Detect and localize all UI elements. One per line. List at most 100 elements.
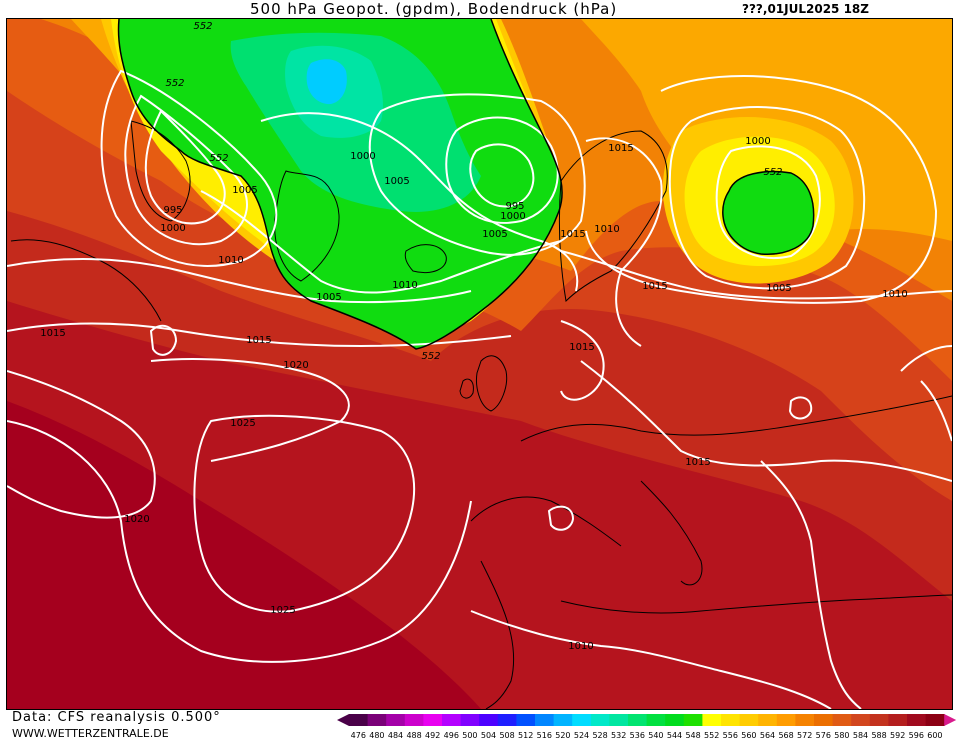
isobar-label: 1010 <box>392 280 417 291</box>
legend-swatch <box>795 714 815 726</box>
legend-swatch <box>665 714 685 726</box>
geopot-label: 552 <box>421 351 440 362</box>
legend-swatch <box>386 714 406 726</box>
map-title: 500 hPa Geopot. (gpdm), Bodendruck (hPa) <box>250 0 618 18</box>
website-link[interactable]: WWW.WETTERZENTRALE.DE <box>12 727 169 740</box>
legend-value: 600 <box>927 731 942 740</box>
isobar-label: 995 <box>505 201 524 212</box>
isobar-label: 1020 <box>124 514 149 525</box>
legend-swatch <box>423 714 443 726</box>
geopot-low-cyan <box>306 59 347 105</box>
legend-value: 592 <box>890 731 905 740</box>
isobar-label: 1005 <box>482 229 507 240</box>
isobar-label: 1015 <box>685 457 710 468</box>
legend-swatch <box>628 714 648 726</box>
color-legend: 476 480 484 488 492 496 500 504 508 512 516 520 524 5… <box>337 714 957 740</box>
geopot-label: 552 <box>763 167 782 178</box>
legend-swatch <box>535 714 555 726</box>
run-timestamp: ???,01JUL2025 18Z <box>742 2 869 16</box>
legend-swatch <box>367 714 387 726</box>
legend-swatch <box>702 714 722 726</box>
legend-value: 476 <box>351 731 366 740</box>
legend-value: 568 <box>778 731 793 740</box>
legend-value: 596 <box>909 731 924 740</box>
isobar-label: 1005 <box>232 185 257 196</box>
legend-swatch <box>776 714 796 726</box>
legend-value: 564 <box>760 731 775 740</box>
legend-swatch <box>721 714 741 726</box>
legend-swatch <box>349 714 369 726</box>
legend-value: 520 <box>555 731 570 740</box>
geopot-labels: 552 552 552 552 552 <box>165 21 782 362</box>
legend-swatch <box>739 714 759 726</box>
legend-value: 548 <box>685 731 700 740</box>
legend-swatch <box>851 714 871 726</box>
isobar-label: 1025 <box>230 418 255 429</box>
isobars <box>7 69 952 709</box>
coastlines <box>10 120 952 709</box>
legend-swatch <box>516 714 536 726</box>
legend-value: 516 <box>537 731 552 740</box>
data-source: Data: CFS reanalysis 0.500° <box>12 710 221 725</box>
legend-value: 528 <box>592 731 607 740</box>
legend-value: 492 <box>425 731 440 740</box>
legend-swatch <box>814 714 834 726</box>
geopot-contours <box>117 19 815 350</box>
geopot-label: 552 <box>193 21 212 32</box>
legend-swatch <box>869 714 889 726</box>
legend-value: 576 <box>816 731 831 740</box>
legend-swatch <box>479 714 499 726</box>
isobar-label: 1015 <box>569 342 594 353</box>
isobar-label: 1000 <box>745 136 770 147</box>
legend-value: 488 <box>406 731 421 740</box>
isobar-label: 1000 <box>160 223 185 234</box>
pressure-labels: 1000 1005 995 1000 1005 1010 1015 1015 1… <box>40 136 907 652</box>
legend-arrow-left <box>337 714 349 726</box>
legend-swatch <box>590 714 610 726</box>
legend-swatch <box>758 714 778 726</box>
legend-swatch <box>925 714 945 726</box>
legend-value: 588 <box>871 731 886 740</box>
isobar-label: 1015 <box>560 229 585 240</box>
legend-arrow-right <box>944 714 957 726</box>
legend-swatch <box>907 714 927 726</box>
isobar-label: 1010 <box>594 224 619 235</box>
legend-swatch <box>553 714 573 726</box>
isobar-label: 1015 <box>246 335 271 346</box>
isobar-label: 1005 <box>384 176 409 187</box>
legend-value: 512 <box>518 731 533 740</box>
legend-swatch <box>609 714 629 726</box>
legend-value: 580 <box>834 731 849 740</box>
legend-value: 584 <box>853 731 868 740</box>
geopot-label: 552 <box>165 78 184 89</box>
legend-swatch <box>497 714 517 726</box>
legend-swatch <box>404 714 424 726</box>
isobar-label: 1000 <box>500 211 525 222</box>
legend-value: 532 <box>611 731 626 740</box>
legend-value: 500 <box>462 731 477 740</box>
legend-value: 560 <box>741 731 756 740</box>
isobar-label: 1010 <box>568 641 593 652</box>
legend-value: 572 <box>797 731 812 740</box>
isobar-label: 1010 <box>882 289 907 300</box>
legend-value: 480 <box>369 731 384 740</box>
isobar-label: 1015 <box>642 281 667 292</box>
legend-value: 496 <box>444 731 459 740</box>
legend-value: 556 <box>723 731 738 740</box>
legend-value: 508 <box>499 731 514 740</box>
isobar-label: 1005 <box>766 283 791 294</box>
legend-swatch <box>683 714 703 726</box>
isobar-label: 1000 <box>350 151 375 162</box>
legend-swatch <box>646 714 666 726</box>
isobar-label: 995 <box>163 205 182 216</box>
legend-swatch <box>832 714 852 726</box>
legend-value: 504 <box>481 731 496 740</box>
isobar-label: 1005 <box>316 292 341 303</box>
legend-swatch <box>572 714 592 726</box>
geopot-552-low-russia <box>722 171 814 255</box>
legend-value: 552 <box>704 731 719 740</box>
weather-map[interactable]: 1000 1005 995 1000 1005 1010 1015 1015 1… <box>6 18 953 710</box>
legend-swatch <box>442 714 462 726</box>
legend-value: 540 <box>648 731 663 740</box>
isobar-label: 1015 <box>40 328 65 339</box>
